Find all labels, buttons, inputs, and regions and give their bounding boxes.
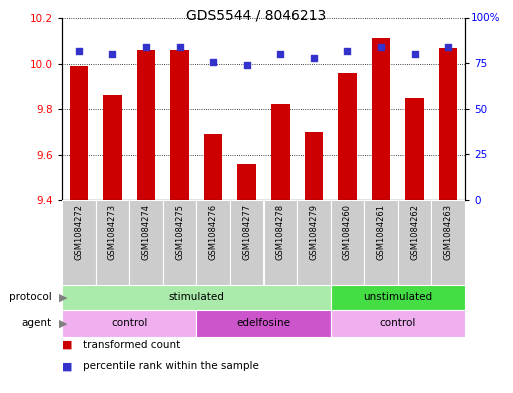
Text: GSM1084279: GSM1084279 (309, 204, 319, 260)
Bar (204, 134, 222, 200)
Text: unstimulated: unstimulated (363, 292, 432, 303)
Text: edelfosine: edelfosine (236, 318, 290, 329)
Bar (372, 39, 390, 200)
Bar (230, 200, 264, 285)
Text: GSM1084276: GSM1084276 (209, 204, 218, 261)
Text: GSM1084260: GSM1084260 (343, 204, 352, 260)
Point (410, 51, 419, 57)
Text: transformed count: transformed count (83, 340, 180, 350)
Bar (95, 200, 129, 285)
Text: GSM1084272: GSM1084272 (74, 204, 83, 260)
Bar (398, 200, 431, 285)
Text: control: control (380, 318, 416, 329)
Bar (70, 66, 88, 200)
Text: GSM1084277: GSM1084277 (242, 204, 251, 261)
Bar (331, 200, 364, 285)
Bar (271, 105, 289, 200)
Text: ▶: ▶ (60, 318, 68, 329)
Bar (196, 200, 230, 285)
Text: 100%: 100% (470, 13, 500, 23)
Text: GSM1084273: GSM1084273 (108, 204, 117, 261)
Point (310, 55, 318, 61)
Bar (62, 285, 331, 310)
Bar (305, 132, 323, 200)
Bar (297, 200, 331, 285)
Point (75, 48, 83, 54)
Text: control: control (111, 318, 147, 329)
Text: ■: ■ (62, 362, 72, 371)
Bar (170, 50, 189, 200)
Text: ▶: ▶ (60, 292, 68, 303)
Point (209, 59, 217, 65)
Bar (62, 310, 196, 337)
Text: percentile rank within the sample: percentile rank within the sample (83, 362, 259, 371)
Text: GSM1084275: GSM1084275 (175, 204, 184, 260)
Bar (129, 200, 163, 285)
Point (243, 62, 251, 68)
Text: GDS5544 / 8046213: GDS5544 / 8046213 (186, 9, 327, 23)
Bar (62, 200, 95, 285)
Bar (431, 200, 465, 285)
Text: protocol: protocol (9, 292, 52, 303)
Text: GSM1084274: GSM1084274 (142, 204, 150, 260)
Bar (439, 48, 458, 200)
Point (343, 48, 351, 54)
Point (444, 44, 452, 50)
Point (377, 44, 385, 50)
Bar (103, 95, 122, 200)
Text: stimulated: stimulated (168, 292, 224, 303)
Bar (331, 310, 465, 337)
Bar (264, 200, 297, 285)
Text: agent: agent (22, 318, 52, 329)
Point (175, 44, 184, 50)
Text: GSM1084261: GSM1084261 (377, 204, 386, 260)
Text: GSM1084278: GSM1084278 (276, 204, 285, 261)
Bar (137, 50, 155, 200)
Text: GSM1084262: GSM1084262 (410, 204, 419, 260)
Text: ■: ■ (62, 340, 72, 350)
Bar (238, 163, 256, 200)
Point (108, 51, 116, 57)
Bar (338, 73, 357, 200)
Bar (405, 97, 424, 200)
Bar (163, 200, 196, 285)
Bar (331, 285, 465, 310)
Point (142, 44, 150, 50)
Bar (196, 310, 331, 337)
Text: GSM1084263: GSM1084263 (444, 204, 452, 261)
Bar (364, 200, 398, 285)
Point (276, 51, 284, 57)
